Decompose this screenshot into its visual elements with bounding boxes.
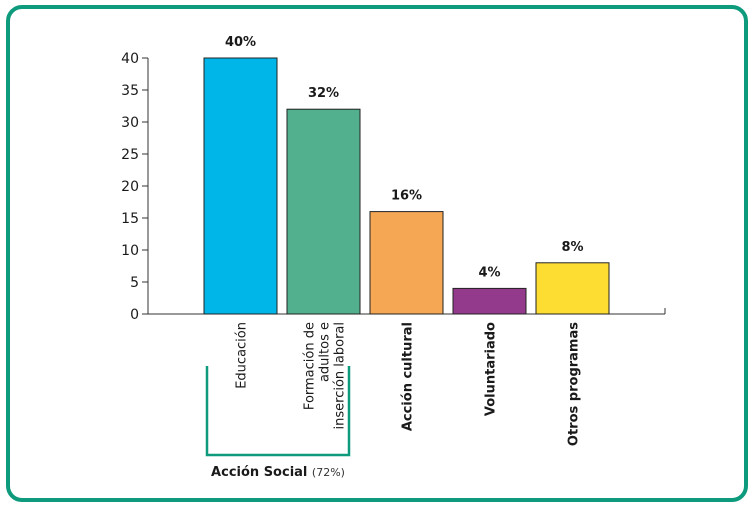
y-tick-label: 15 xyxy=(121,211,139,227)
category-label: Educación xyxy=(235,322,250,389)
category-label: Voluntariado xyxy=(484,322,499,416)
bar xyxy=(369,211,444,315)
bar xyxy=(286,108,361,315)
bar xyxy=(452,287,527,315)
category-label: adultos e xyxy=(318,322,333,382)
category-label: inserción laboral xyxy=(333,322,348,429)
y-tick-label: 25 xyxy=(121,147,139,163)
bar xyxy=(535,262,610,315)
data-label: 40% xyxy=(225,35,256,50)
y-tick-label: 10 xyxy=(121,243,139,259)
y-tick-label: 5 xyxy=(130,275,139,291)
y-tick-label: 0 xyxy=(130,307,139,323)
category-label: Acción cultural xyxy=(401,322,416,431)
group-label: Acción Social (72%) xyxy=(211,465,345,480)
group-label-name: Acción Social xyxy=(211,465,312,480)
category-label: Otros programas xyxy=(567,322,582,446)
data-label: 16% xyxy=(391,189,422,204)
y-tick-label: 20 xyxy=(121,179,139,195)
group-label-percent: (72%) xyxy=(312,466,345,479)
y-tick-label: 40 xyxy=(121,51,139,67)
group-bracket xyxy=(205,366,351,457)
y-tick-label: 35 xyxy=(121,83,139,99)
data-label: 8% xyxy=(561,240,583,255)
y-tick-label: 30 xyxy=(121,115,139,131)
data-label: 32% xyxy=(308,86,339,101)
bar xyxy=(203,57,278,315)
category-label: Formación de xyxy=(303,322,318,410)
data-label: 4% xyxy=(478,265,500,280)
